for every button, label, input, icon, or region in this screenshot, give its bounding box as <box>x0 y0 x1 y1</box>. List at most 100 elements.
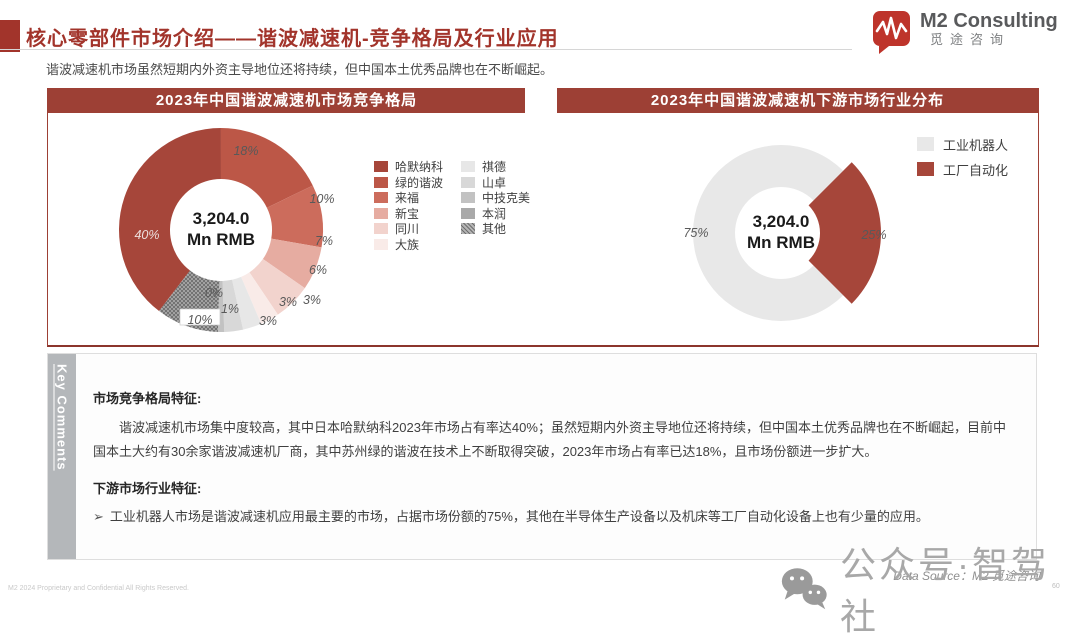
legend-item-其他: 其他 <box>461 222 530 236</box>
legend-label: 工业机器人 <box>943 137 1009 153</box>
legend-column: 工业机器人工厂自动化 <box>917 137 1008 187</box>
legend-item-来福: 来福 <box>374 191 443 205</box>
legend-item-工厂自动化: 工厂自动化 <box>917 162 1009 178</box>
total-unit: Mn RMB <box>747 233 815 252</box>
legend-swatch <box>917 137 934 151</box>
key-comments-content: 市场竞争格局特征: 谐波减速机市场集中度较高，其中日本哈默纳科2023年市场占有… <box>93 388 1018 528</box>
chart-block: 2023年中国谐波减速机市场竞争格局 2023年中国谐波减速机下游市场行业分布 … <box>47 88 1039 347</box>
legend-label: 中技克美 <box>482 191 531 205</box>
slice-label-同川: 6% <box>309 263 327 277</box>
legend-label: 其他 <box>482 222 507 236</box>
downstream-distribution-chart-panel: 75% 25% 3,204.0 Mn RMB 工业机器人工厂自动化 <box>557 113 1038 345</box>
legend-swatch <box>461 223 475 234</box>
donut-slice-同川 <box>249 259 305 315</box>
slice-label-哈默纳科: 40% <box>134 228 159 242</box>
title-accent-square <box>0 20 20 52</box>
donut-center-total: 3,204.0 Mn RMB <box>716 211 846 253</box>
downstream-feature-bullet: ➢ 工业机器人市场是谐波减速机应用最主要的市场，占据市场份额的75%，其他在半导体… <box>93 506 1018 528</box>
wechat-icon <box>781 568 827 610</box>
logo-pulse-icon <box>873 11 910 54</box>
legend-item-本润: 本润 <box>461 206 530 221</box>
right-chart-title: 2023年中国谐波减速机下游市场行业分布 <box>557 88 1038 113</box>
slice-label-box <box>179 308 221 326</box>
legend-label: 大族 <box>395 237 420 252</box>
watermark-text: 公众号·智驾社 <box>840 544 1051 637</box>
slice-label-新宝: 7% <box>315 234 333 248</box>
slice-label-绿的谐波: 18% <box>233 144 258 158</box>
legend-column: 祺德 山卓 中技克美 本润 其他 <box>461 160 531 239</box>
title-underline <box>0 49 852 50</box>
donut-slice-工业机器人 <box>693 145 844 321</box>
legend-item-同川: 同川 <box>374 222 443 236</box>
slice-label-来福: 10% <box>309 192 334 206</box>
legend-swatch <box>374 161 388 172</box>
company-logo: M2 Consulting 觅途咨询 <box>872 10 1072 58</box>
legend-label: 绿的谐波 <box>395 175 444 190</box>
page-number: 60 <box>1052 583 1060 590</box>
legend-label: 同川 <box>395 222 420 236</box>
legend-swatch <box>461 192 475 203</box>
bullet-arrow-icon: ➢ <box>93 509 104 524</box>
total-unit: Mn RMB <box>187 230 255 249</box>
legend-item-绿的谐波: 绿的谐波 <box>374 175 444 190</box>
total-value: 3,204.0 <box>192 209 250 228</box>
legend-item-中技克美: 中技克美 <box>461 191 531 205</box>
slice-label-本润: 0% <box>205 286 223 300</box>
market-share-donut-chart: 40%18%10%7%6%3%3%3%1%0%10% <box>119 127 335 332</box>
legend-swatch <box>374 223 388 234</box>
key-comments-label: Key Comments <box>54 364 70 471</box>
wechat-watermark: 公众号·智驾社 <box>778 536 1080 640</box>
legend-item-工业机器人: 工业机器人 <box>917 137 1009 153</box>
data-source-text: Data Source：M2 觅途咨询 <box>893 569 1040 583</box>
copyright-text: M2 2024 Proprietary and Confidential All… <box>8 585 189 592</box>
legend-label: 本润 <box>482 206 507 221</box>
logo-name: M2 Consulting <box>920 10 1058 32</box>
donut-slice-山卓 <box>222 279 244 332</box>
legend-swatch <box>461 161 475 172</box>
legend-swatch <box>917 162 934 176</box>
legend-column: 哈默纳科 绿的谐波 来福 新宝 同川 大族 <box>374 160 444 254</box>
legend-label: 来福 <box>395 191 420 205</box>
downstream-feature-text: 工业机器人市场是谐波减速机应用最主要的市场，占据市场份额的75%，其他在半导体生… <box>109 509 929 524</box>
key-comments-section: Key Comments 市场竞争格局特征: 谐波减速机市场集中度较高，其中日本… <box>47 353 1037 560</box>
legend-swatch <box>374 176 388 188</box>
page-subtitle: 谐波减速机市场虽然短期内外资主导地位还将持续，但中国本土优秀品牌也在不断崛起。 <box>46 62 554 77</box>
legend-label: 山卓 <box>482 175 507 190</box>
slice-label-工业机器人: 75% <box>683 226 708 240</box>
legend-item-祺德: 祺德 <box>461 160 530 174</box>
competition-feature-body: 谐波减速机市场集中度较高，其中日本哈默纳科2023年市场占有率达40%；虽然短期… <box>93 420 1006 459</box>
legend-swatch <box>374 238 388 250</box>
competitive-landscape-chart-panel: 40% 18% 10% 7% 6% 3% 3% 3% 1% 0% 10% 3,204.0 Mn RM… <box>48 113 530 345</box>
slice-label-其他: 10% <box>187 313 212 327</box>
slice-label-中技克美: 1% <box>221 302 239 316</box>
key-comments-tab: Key Comments <box>48 354 76 559</box>
legend-swatch <box>461 176 475 188</box>
slice-label-祺德: 3% <box>279 295 297 309</box>
legend-label: 哈默纳科 <box>395 160 444 174</box>
donut-slice-工厂自动化 <box>808 162 881 304</box>
slice-label-山卓: 3% <box>259 314 277 328</box>
donut-slice-来福 <box>266 185 324 248</box>
slice-label-大族: 3% <box>303 293 321 307</box>
donut-center-total: 3,204.0 Mn RMB <box>156 208 286 250</box>
downstream-feature-heading: 下游市场行业特征: <box>93 481 202 496</box>
legend-label: 新宝 <box>395 206 420 221</box>
donut-slice-绿的谐波 <box>220 127 313 208</box>
donut-slice-祺德 <box>232 276 262 330</box>
legend-swatch <box>374 207 388 219</box>
legend-item-山卓: 山卓 <box>461 175 530 190</box>
left-chart-title: 2023年中国谐波减速机市场竞争格局 <box>48 88 525 113</box>
page-title: 核心零部件市场介绍——谐波减速机-竞争格局及行业应用 <box>26 28 559 50</box>
legend-swatch <box>374 192 388 203</box>
competition-feature-heading: 市场竞争格局特征: <box>93 391 202 406</box>
slice-label-工厂自动化: 25% <box>860 228 886 242</box>
legend-item-新宝: 新宝 <box>374 206 443 221</box>
donut-slice-新宝 <box>262 238 322 289</box>
legend-item-大族: 大族 <box>374 237 443 252</box>
donut-slice-大族 <box>241 272 278 324</box>
legend-label: 工厂自动化 <box>943 162 1009 178</box>
downstream-donut-chart: 75% 25% <box>683 145 887 321</box>
legend-swatch <box>461 207 475 219</box>
total-value: 3,204.0 <box>752 212 810 231</box>
legend-label: 祺德 <box>482 160 507 174</box>
